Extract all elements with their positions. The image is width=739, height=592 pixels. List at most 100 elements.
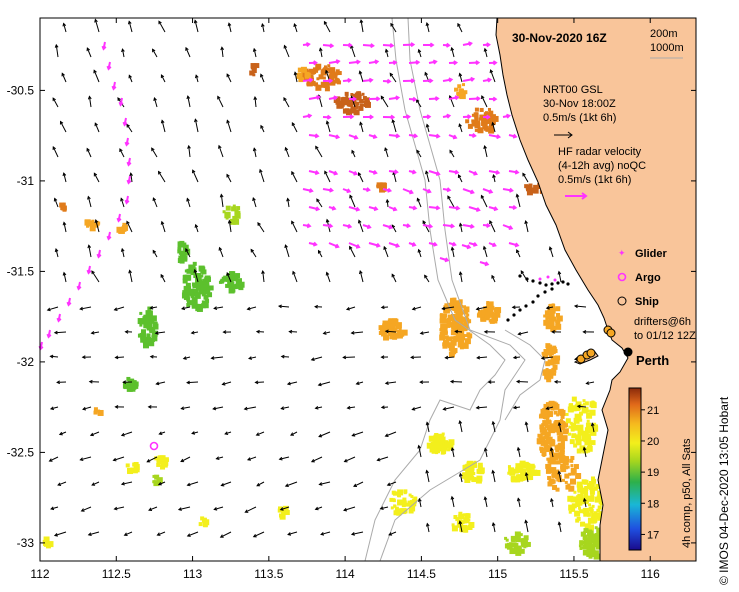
current-arrow-head bbox=[87, 95, 92, 100]
sst-pixel bbox=[555, 319, 560, 324]
hf-arrow-head bbox=[495, 169, 501, 175]
current-arrow-head bbox=[524, 421, 529, 426]
current-arrow bbox=[391, 224, 397, 233]
current-arrow bbox=[353, 481, 364, 487]
hf-arrow-head bbox=[514, 242, 520, 248]
hf-arrow-head bbox=[106, 65, 112, 71]
current-arrow-head bbox=[114, 355, 119, 360]
sst-pixel bbox=[200, 270, 204, 274]
current-arrow-head bbox=[517, 331, 522, 336]
current-arrow-head bbox=[220, 46, 225, 51]
sst-pixel bbox=[545, 410, 549, 414]
sst-pixel bbox=[398, 327, 402, 331]
sst-pixel bbox=[229, 286, 236, 293]
current-arrow-head bbox=[551, 330, 555, 334]
current-arrow-head bbox=[113, 307, 118, 311]
sst-pixel bbox=[571, 424, 578, 431]
isobath-shelf bbox=[504, 329, 546, 421]
current-arrow bbox=[292, 271, 298, 283]
sst-pixel bbox=[556, 315, 563, 322]
sst-pixel bbox=[488, 110, 494, 116]
current-arrow-head bbox=[389, 72, 394, 77]
hf-arrow-head bbox=[126, 161, 132, 167]
current-arrow-head bbox=[157, 170, 162, 175]
sst-pixel bbox=[462, 334, 466, 338]
sst-pixel bbox=[153, 480, 160, 487]
sst-pixel bbox=[567, 432, 571, 436]
sst-pixel bbox=[592, 550, 599, 557]
sst-pixel bbox=[140, 329, 146, 335]
current-arrow-head bbox=[357, 219, 362, 224]
sst-pixel bbox=[534, 469, 541, 476]
sst-pixel bbox=[528, 463, 535, 470]
sst-pixel bbox=[439, 318, 445, 324]
hf-arrow-head bbox=[331, 205, 337, 211]
sst-pixel bbox=[186, 268, 192, 274]
sst-pixel bbox=[282, 505, 289, 512]
current-arrow bbox=[525, 422, 529, 433]
sst-pixel bbox=[443, 335, 448, 340]
sst-pixel bbox=[409, 505, 416, 512]
sst-pixel bbox=[559, 432, 564, 437]
sst-pixel bbox=[586, 551, 590, 555]
sst-pixel bbox=[462, 342, 467, 347]
sst-pixel bbox=[553, 455, 557, 459]
current-arrow bbox=[344, 456, 356, 463]
hf-arrow-head bbox=[432, 241, 438, 247]
hf-arrow-head bbox=[390, 114, 396, 120]
sst-pixel bbox=[561, 456, 568, 463]
sst-pixel bbox=[235, 280, 241, 286]
current-arrow-head bbox=[383, 245, 387, 250]
current-arrow-head bbox=[391, 273, 395, 278]
current-arrow-head bbox=[252, 47, 257, 52]
sst-pixel bbox=[192, 261, 197, 266]
sst-pixel bbox=[447, 314, 454, 321]
current-arrow-head bbox=[180, 406, 185, 411]
current-arrow-head bbox=[117, 97, 121, 102]
sst-pixel bbox=[520, 538, 526, 544]
sst-pixel bbox=[582, 433, 589, 440]
current-arrow-head bbox=[260, 124, 264, 129]
current-arrow bbox=[426, 470, 430, 483]
current-arrow bbox=[476, 406, 488, 409]
sst-pixel bbox=[540, 436, 546, 442]
sst-pixel bbox=[301, 72, 307, 78]
sst-pixel bbox=[428, 435, 435, 442]
hf-arrow bbox=[462, 188, 474, 194]
sst-pixel bbox=[545, 468, 551, 474]
sst-pixel bbox=[139, 332, 144, 337]
sst-pixel bbox=[546, 315, 551, 320]
sst-pixel bbox=[191, 302, 198, 309]
current-arrow bbox=[226, 73, 232, 83]
sst-pixel bbox=[225, 283, 230, 288]
sst-pixel bbox=[184, 269, 188, 273]
current-arrow-head bbox=[380, 305, 385, 310]
hf-arrow-head bbox=[372, 169, 378, 175]
current-arrow bbox=[59, 431, 67, 435]
legend-drifters-2: to 01/12 12Z bbox=[634, 330, 696, 342]
hf-arrow-head bbox=[56, 317, 62, 323]
sst-pixel bbox=[515, 466, 522, 473]
current-arrow-head bbox=[253, 96, 258, 101]
current-arrow-head bbox=[49, 354, 54, 359]
sst-pixel bbox=[577, 424, 584, 431]
sst-pixel bbox=[474, 107, 479, 112]
current-arrow-head bbox=[458, 222, 463, 227]
current-arrow bbox=[492, 174, 496, 183]
sst-pixel bbox=[591, 546, 595, 550]
sst-pixel bbox=[586, 445, 593, 452]
current-arrow-head bbox=[149, 305, 154, 310]
current-arrow bbox=[412, 306, 422, 310]
current-arrow-head bbox=[191, 431, 196, 435]
sst-pixel bbox=[389, 334, 395, 340]
current-arrow bbox=[489, 220, 496, 233]
current-arrow bbox=[220, 194, 224, 208]
current-arrow-head bbox=[260, 22, 265, 28]
sst-pixel bbox=[329, 80, 335, 86]
sst-pixel bbox=[447, 342, 454, 349]
current-arrow-head bbox=[512, 355, 517, 360]
sst-pixel bbox=[579, 445, 586, 452]
sst-pixel bbox=[442, 443, 448, 449]
sst-pixel bbox=[560, 440, 565, 445]
current-arrow bbox=[194, 269, 199, 283]
